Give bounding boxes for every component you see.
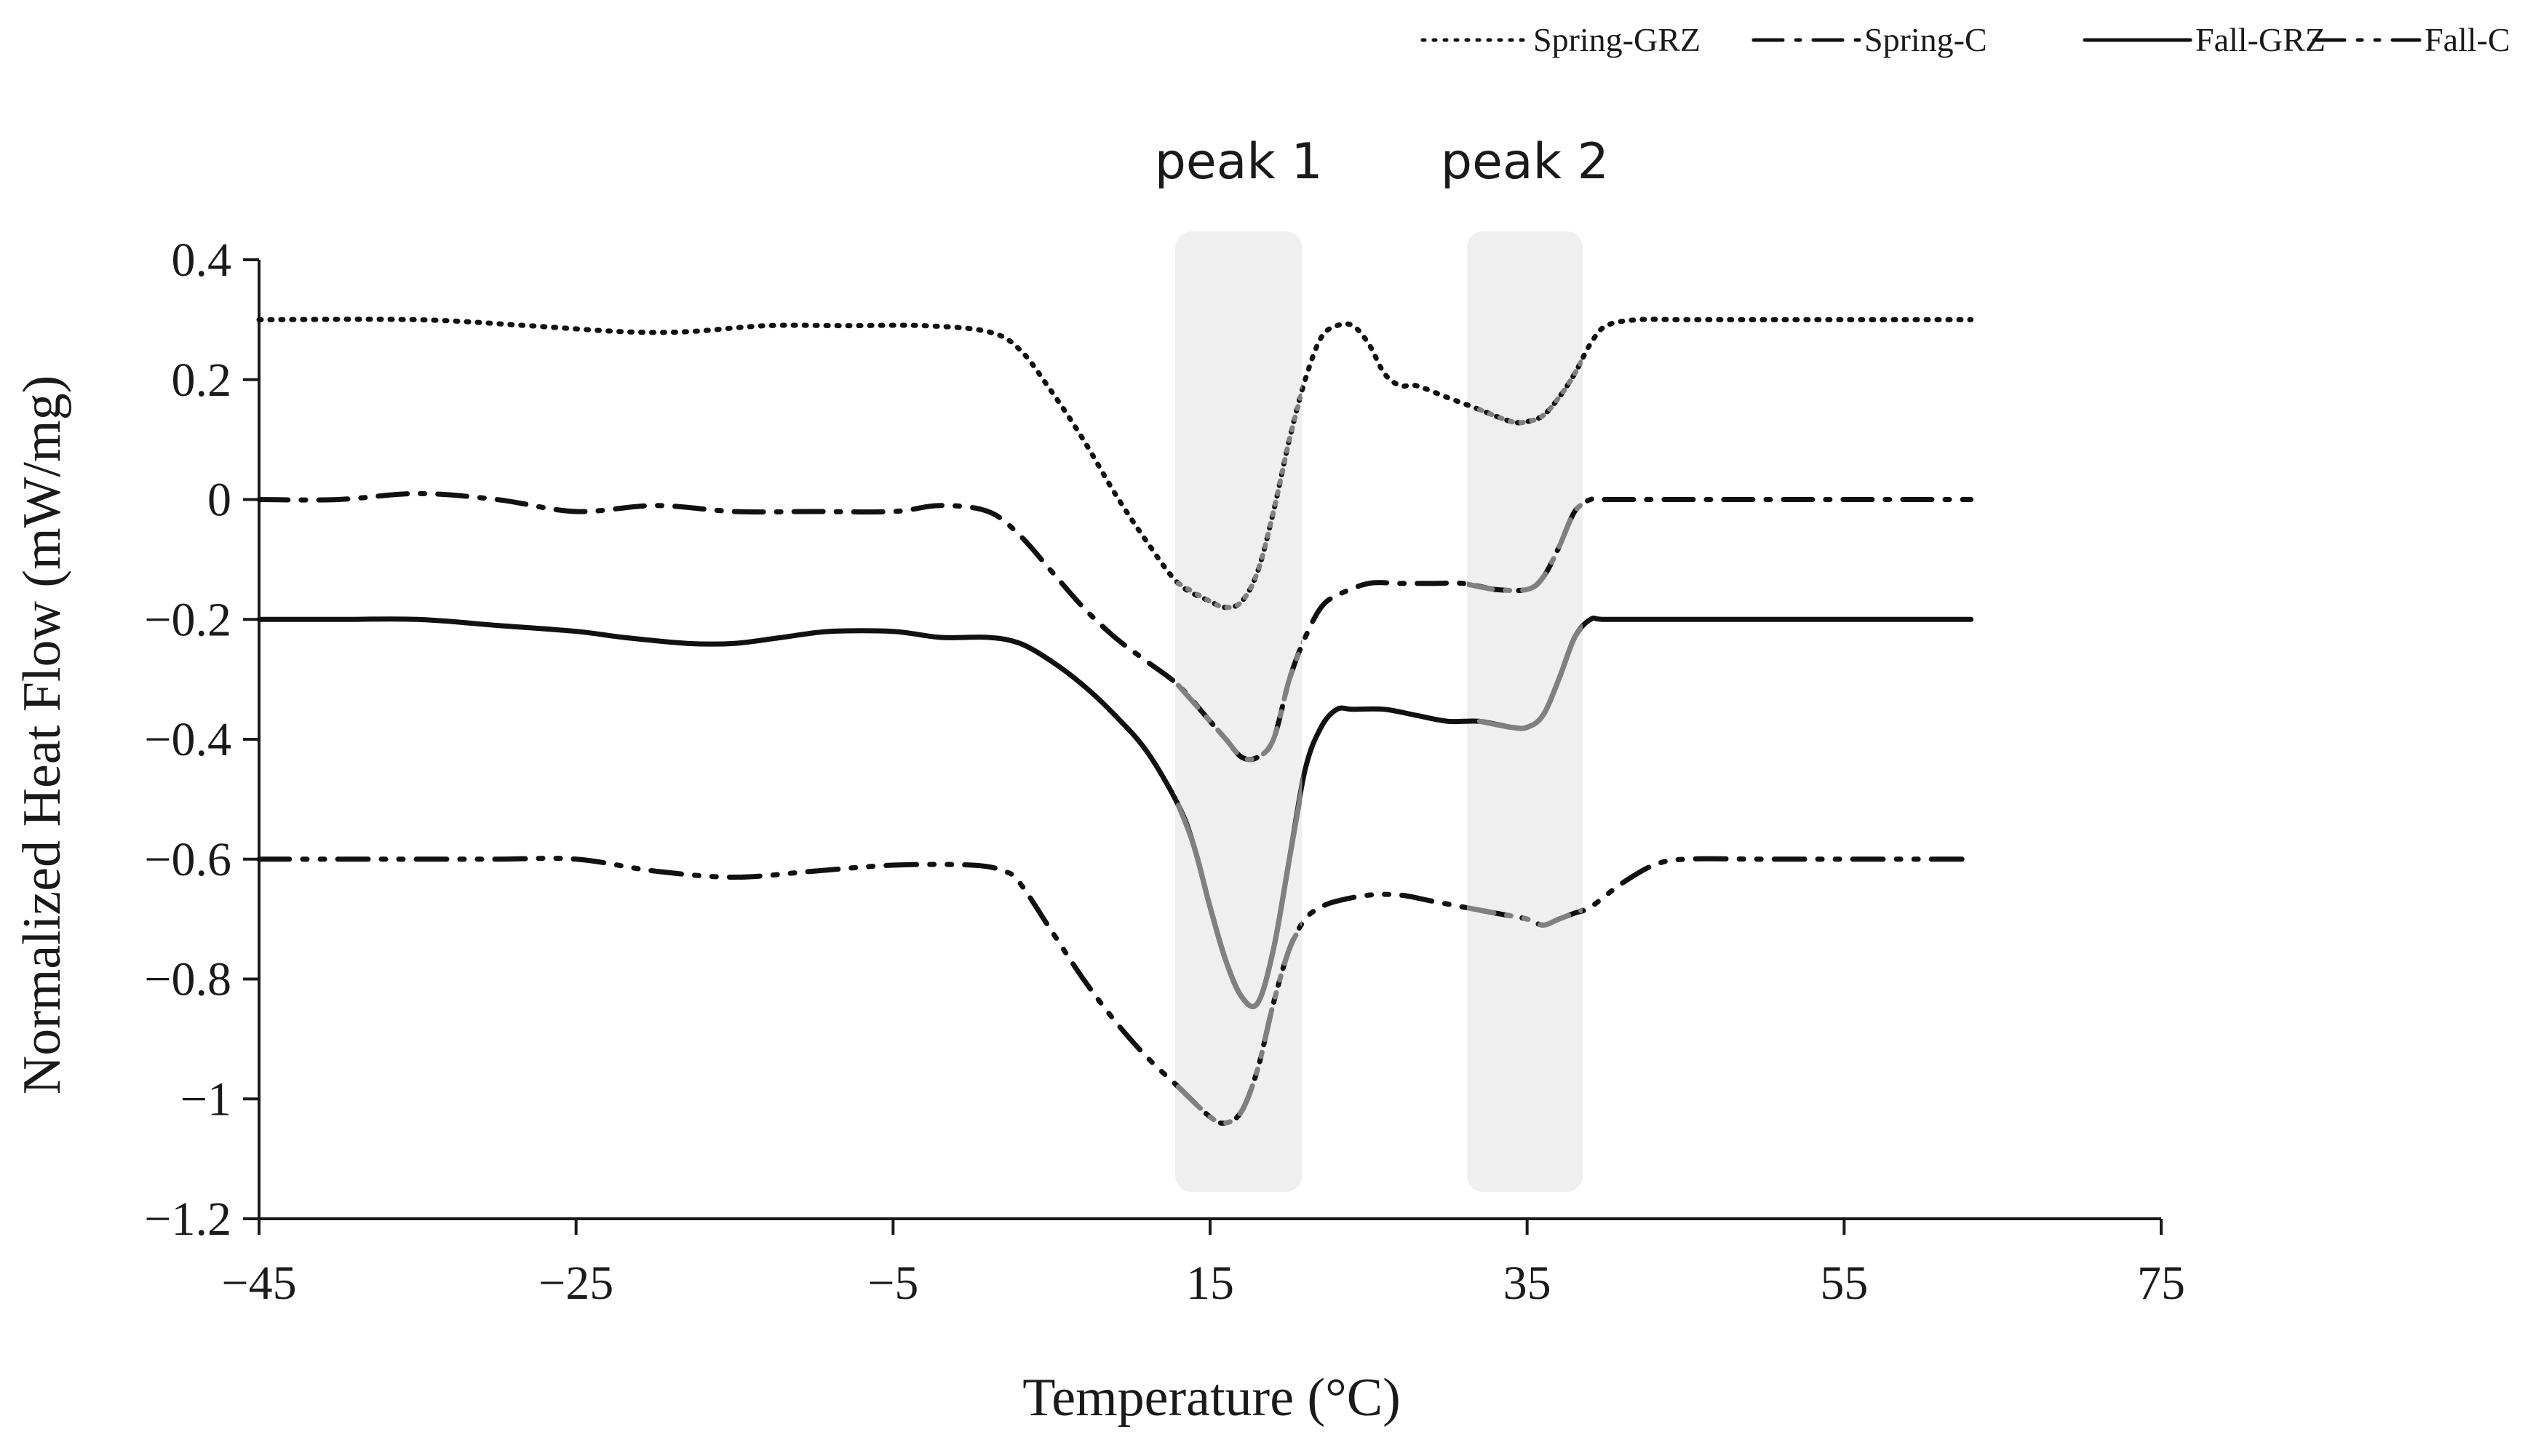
peak-2-label: peak 2 — [1441, 133, 1609, 191]
y-axis-title: Normalized Heat Flow (mW/mg) — [12, 375, 72, 1094]
legend-label-spring-grz: Spring-GRZ — [1533, 21, 1701, 58]
series-highlight-fall-grz — [1476, 623, 1583, 731]
legend-label-spring-c: Spring-C — [1864, 21, 1987, 58]
series-highlight-spring-c — [1175, 638, 1303, 763]
y-tick-label: −1 — [180, 1073, 231, 1126]
y-tick-label: −0.2 — [144, 593, 231, 646]
series-highlight-fall-grz — [1175, 772, 1303, 1009]
y-tick-label: −0.8 — [144, 953, 231, 1006]
x-tick-label: 75 — [2137, 1257, 2185, 1310]
series-lines — [256, 317, 1974, 1126]
x-axis-title: Temperature (°C) — [1022, 1368, 1401, 1428]
x-tick-label: −45 — [221, 1257, 296, 1310]
x-tick-label: 15 — [1186, 1257, 1234, 1310]
series-highlight-spring-grz — [1476, 353, 1583, 426]
y-tick-label: −0.4 — [144, 713, 231, 766]
x-tick-label: −5 — [867, 1257, 918, 1310]
x-tick-label: −25 — [538, 1257, 613, 1310]
y-tick-label: 0.4 — [172, 234, 232, 287]
series-highlight-spring-c — [1466, 501, 1583, 594]
series-highlight-spring-grz — [1175, 381, 1303, 610]
legend-label-fall-grz: Fall-GRZ — [2195, 21, 2326, 58]
x-ticks: −45 −25 −5 15 35 55 75 — [221, 1219, 2185, 1310]
legend-label-fall-c: Fall-C — [2425, 21, 2510, 58]
legend: Spring-GRZ Spring-C Fall-GRZ Fall-C — [1420, 21, 2510, 58]
series-line-fall-c — [256, 856, 1974, 1126]
y-ticks: 0.4 0.2 0 −0.2 −0.4 −0.6 −0.8 −1 −1.2 — [144, 234, 259, 1246]
y-tick-label: 0.2 — [172, 354, 232, 407]
x-tick-label: 35 — [1503, 1257, 1551, 1310]
y-tick-label: −1.2 — [144, 1193, 231, 1246]
series-highlight-fall-c — [1466, 904, 1583, 928]
peak-2-band — [1466, 231, 1583, 1192]
y-tick-label: 0 — [207, 474, 231, 527]
y-tick-label: −0.6 — [144, 833, 231, 886]
x-tick-label: 55 — [1820, 1257, 1868, 1310]
peak-labels: peak 1 peak 2 — [1155, 133, 1609, 191]
peak-1-label: peak 1 — [1155, 133, 1323, 191]
series-highlight-fall-c — [1175, 919, 1303, 1126]
